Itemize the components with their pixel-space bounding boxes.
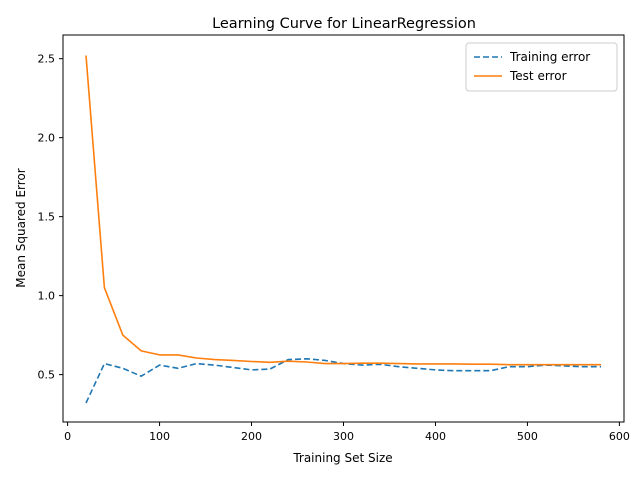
series-lines [85,55,601,404]
x-tick-label: 600 [609,430,630,443]
x-tick-label: 400 [425,430,446,443]
y-tick-label: 1.0 [38,290,56,303]
x-tick-label: 100 [149,430,170,443]
legend: Training error Test error [465,42,618,92]
x-tick-label: 500 [517,430,538,443]
y-axis: 0.5 1.0 1.5 2.0 2.5 [38,53,63,382]
legend-box [465,42,618,92]
legend-label: Test error [509,69,567,83]
chart-title: Learning Curve for LinearRegression [212,16,476,32]
y-tick-label: 0.5 [38,369,56,382]
x-tick-label: 200 [241,430,262,443]
x-tick-label: 300 [333,430,354,443]
y-tick-label: 2.5 [38,53,56,66]
x-axis-label: Training Set Size [292,451,392,465]
test-error-line [85,55,601,366]
legend-label: Training error [509,50,590,64]
x-axis: 0 100 200 300 400 500 600 [64,422,630,443]
y-tick-label: 1.5 [38,211,56,224]
x-tick-label: 0 [64,430,71,443]
y-axis-label: Mean Squared Error [14,168,28,288]
y-tick-label: 2.0 [38,132,56,145]
